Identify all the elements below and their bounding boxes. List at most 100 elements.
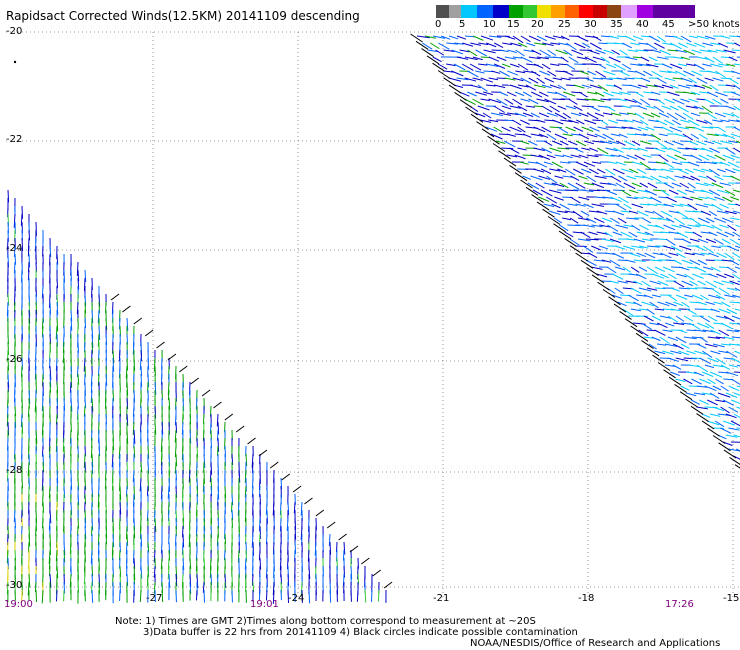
wind-barb — [20, 413, 23, 428]
wind-barb — [666, 196, 677, 203]
wind-barb — [547, 216, 561, 225]
wind-barb — [483, 49, 496, 54]
wind-barb — [623, 245, 635, 250]
wind-barb — [196, 445, 199, 458]
wind-barb — [592, 98, 605, 103]
wind-barb — [686, 371, 697, 374]
wind-barb — [726, 329, 740, 333]
wind-barb — [456, 35, 467, 40]
wind-barb — [125, 365, 128, 379]
wind-barb — [585, 217, 597, 224]
wind-barb — [663, 245, 676, 250]
wind-barb — [666, 175, 676, 182]
wind-barb — [272, 501, 275, 516]
wind-barb — [667, 91, 680, 97]
wind-barb — [662, 350, 674, 355]
wind-barb — [602, 133, 614, 141]
wind-barb — [532, 189, 543, 196]
wind-barb — [91, 341, 94, 354]
wind-barb — [528, 77, 539, 84]
wind-barb — [704, 35, 716, 40]
wind-barb — [203, 453, 206, 468]
wind-barb — [533, 63, 544, 69]
wind-barb — [133, 317, 143, 325]
wind-barb — [503, 157, 517, 167]
wind-barb — [91, 573, 94, 587]
wind-barb — [147, 477, 150, 492]
wind-barb — [562, 133, 573, 137]
wind-barb — [688, 77, 697, 84]
wind-barb — [48, 517, 51, 531]
wind-barb — [90, 445, 93, 459]
wind-barb — [34, 365, 37, 380]
wind-barb — [698, 196, 708, 200]
wind-barb — [34, 581, 37, 593]
wind-barb — [691, 399, 700, 405]
wind-barb — [646, 266, 659, 275]
wind-barb — [695, 140, 707, 146]
wind-barb — [701, 84, 712, 90]
wind-barb — [731, 336, 740, 339]
wind-barb — [573, 84, 585, 89]
wind-barb — [712, 119, 723, 123]
lat-label: -22 — [6, 134, 23, 145]
wind-barb — [451, 49, 464, 55]
wind-barb — [548, 189, 562, 194]
wind-barb — [683, 91, 696, 95]
wind-barb — [625, 238, 636, 241]
wind-barb — [686, 42, 697, 47]
wind-barb — [727, 203, 737, 206]
wind-barb — [711, 245, 721, 249]
wind-barb — [258, 549, 261, 561]
wind-barb — [6, 581, 9, 595]
wind-barb — [731, 70, 740, 75]
wind-barb — [677, 84, 691, 89]
wind-barb — [571, 49, 584, 56]
wind-barb — [554, 133, 567, 140]
wind-barb — [653, 105, 665, 113]
wind-barb — [686, 350, 696, 355]
wind-barb — [643, 91, 654, 94]
wind-barb — [536, 201, 550, 211]
wind-barb — [719, 224, 730, 229]
legend-swatch — [565, 5, 579, 18]
wind-barb — [552, 77, 563, 81]
wind-barb — [721, 280, 734, 285]
wind-barb — [667, 357, 679, 362]
wind-barb — [618, 112, 629, 115]
wind-barb — [686, 308, 697, 315]
wind-barb — [538, 112, 550, 118]
wind-barb — [573, 147, 584, 153]
wind-barb — [686, 266, 698, 269]
wind-barb — [712, 406, 725, 412]
wind-barb — [582, 42, 591, 48]
wind-barb — [682, 175, 695, 181]
wind-barb — [619, 49, 628, 56]
wind-barb — [84, 397, 87, 409]
wind-barb — [725, 413, 737, 419]
wind-barb — [731, 399, 740, 405]
wind-barb — [512, 77, 524, 82]
wind-barb — [648, 35, 661, 43]
wind-barb — [648, 56, 658, 62]
wind-barb — [596, 273, 608, 278]
wind-barb — [724, 294, 736, 298]
wind-barb — [654, 350, 666, 355]
wind-barb — [715, 378, 724, 385]
wind-barb — [651, 49, 662, 54]
wind-barb — [734, 464, 740, 469]
wind-barb — [213, 401, 222, 409]
wind-barb — [709, 413, 721, 417]
wind-barb — [41, 477, 44, 491]
wind-barb — [672, 35, 684, 41]
wind-barb — [533, 168, 545, 173]
wind-barb — [567, 203, 578, 206]
wind-barb — [730, 420, 740, 427]
wind-barb — [612, 210, 624, 216]
wind-barb — [443, 49, 455, 53]
wind-barb — [623, 224, 634, 228]
note-line-1: Note: 1) Times are GMT 2)Times along bot… — [115, 616, 536, 627]
wind-barb — [696, 98, 706, 101]
wind-barb — [718, 329, 730, 337]
